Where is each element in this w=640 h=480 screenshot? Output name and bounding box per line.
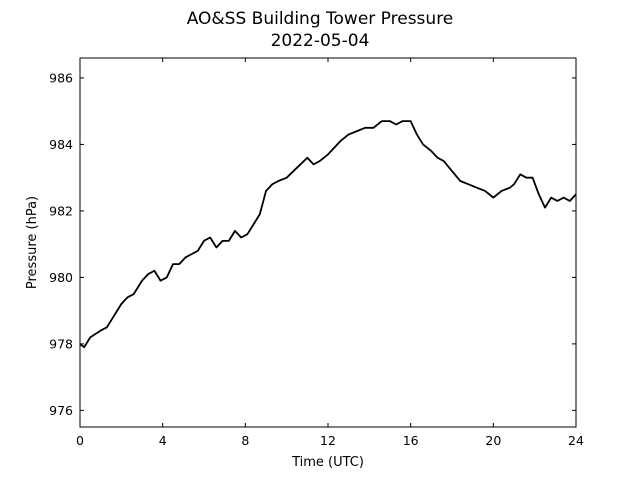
y-tick-label-0: 976 (49, 403, 73, 418)
x-axis-label: Time (UTC) (291, 455, 364, 470)
x-tick-label-2: 8 (241, 433, 249, 448)
plot-frame (79, 57, 577, 428)
chart-title: AO&SS Building Tower Pressure (187, 9, 454, 29)
chart-subtitle: 2022-05-04 (271, 31, 370, 51)
y-tick-label-4: 984 (49, 137, 73, 152)
y-tick-label-1: 978 (49, 336, 73, 351)
y-tick-label-5: 986 (49, 70, 73, 85)
x-tick-label-6: 24 (568, 433, 584, 448)
x-tick-label-5: 20 (485, 433, 501, 448)
axis-ticks: 0 4 8 12 16 20 24 976 978 980 982 984 986 (49, 58, 584, 448)
y-axis-label: Pressure (hPa) (25, 196, 40, 289)
x-tick-label-0: 0 (76, 433, 84, 448)
data-series (79, 120, 577, 349)
x-tick-label-1: 4 (159, 433, 167, 448)
x-tick-label-3: 12 (320, 433, 336, 448)
y-tick-label-3: 982 (49, 203, 73, 218)
y-tick-label-2: 980 (49, 270, 73, 285)
pressure-line-0 (79, 120, 577, 349)
x-tick-label-4: 16 (403, 433, 419, 448)
